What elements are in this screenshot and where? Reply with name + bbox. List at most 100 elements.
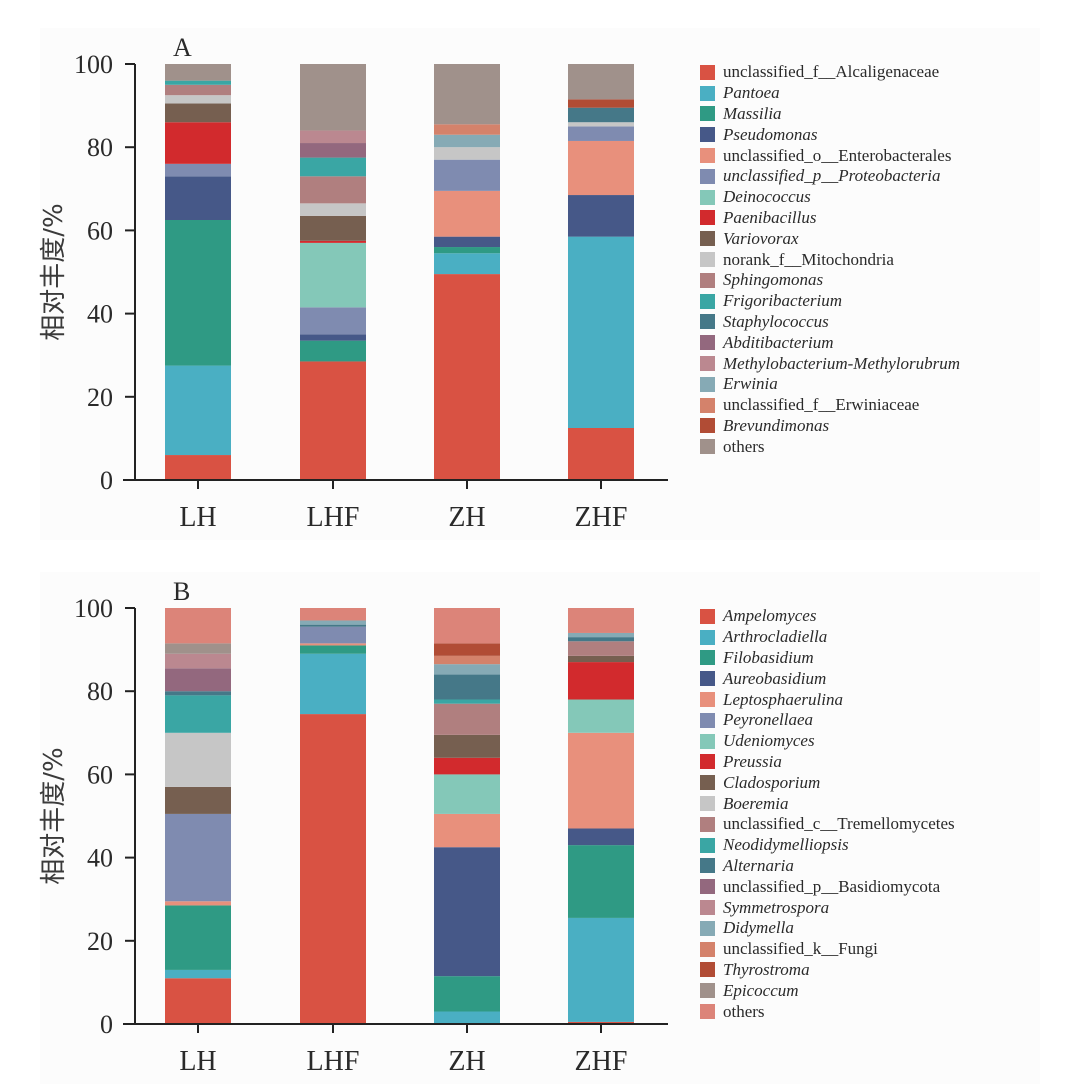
legend-item: Thyrostroma [700,960,955,981]
x-tick-label-zhf: ZHF [575,502,628,533]
y-axis-label: 相对丰度/% [39,747,69,884]
legend-label: Pseudomonas [723,124,818,144]
legend-item: others [700,1001,955,1022]
bar-segment-zhf-9 [568,122,634,127]
bar-segment-zh-6 [434,774,500,814]
legend-swatch [700,210,715,226]
bar-stack-zh [434,64,500,480]
legend-label: unclassified_o__Enterobacterales [723,145,952,165]
bar-stack-lhf [300,64,366,480]
legend-label: Peyronellaea [723,710,813,730]
bar-segment-lhf-19 [300,608,366,621]
legend-label: Filobasidium [723,647,814,667]
legend-item: Filobasidium [700,648,955,669]
legend-swatch [700,189,715,205]
legend-swatch [700,314,715,330]
legend-label: Pantoea [723,83,780,103]
legend-swatch [700,168,715,184]
legend-item: Leptosphaerulina [700,689,955,710]
legend-swatch [700,376,715,392]
bar-segment-zh-16 [434,124,500,135]
legend-item: others [700,436,960,457]
legend-label: Symmetrospora [723,897,830,917]
legend-label: norank_f__Mitochondria [723,249,894,269]
bar-segment-lh-0 [165,978,231,1024]
legend-swatch [700,900,715,916]
bar-segment-lhf-3 [300,334,366,341]
bar-segment-lhf-4 [300,643,366,646]
bar-segment-zh-7 [434,757,500,775]
legend-item: Erwinia [700,374,960,395]
legend-label: unclassified_p__Proteobacteria [723,166,941,186]
bar-segment-lhf-7 [300,240,366,243]
bar-segment-zhf-15 [568,632,634,638]
legend-swatch [700,775,715,791]
legend-swatch [700,252,715,268]
panel-b: B 相对丰度/% 0 20 40 60 80 100 LH LHF ZH ZHF Ampelomyce… [39,572,1040,1084]
legend-item: Paenibacillus [700,208,960,229]
legend-swatch [700,335,715,351]
legend-item: Frigoribacterium [700,291,960,312]
bar-segment-zhf-3 [568,828,634,846]
bar-segment-zh-15 [434,664,500,675]
legend-swatch [700,879,715,895]
bar-stack-zh [434,608,500,1024]
legend-item: unclassified_p__Basidiomycota [700,876,955,897]
legend-label: Brevundimonas [723,415,830,435]
bar-segment-lhf-8 [300,215,366,241]
y-axis-label: 相对丰度/% [39,203,69,340]
legend-swatch [700,418,715,434]
legend-label: Aureobasidium [723,668,827,688]
legend-swatch [700,920,715,936]
legend-swatch [700,608,715,624]
bar-segment-zh-8 [434,734,500,758]
bar-segment-lh-8 [165,103,231,123]
legend-item: Udeniomyces [700,731,955,752]
bar-segment-lh-14 [165,653,231,669]
bar-segment-lh-9 [165,95,231,104]
legend-label: Deinococcus [723,187,811,207]
legend-label: Leptosphaerulina [723,689,843,709]
y-tick-label: 100 [74,50,113,79]
bar-segment-lh-7 [165,122,231,164]
legend-swatch [700,439,715,455]
bar-segment-lhf-15 [300,620,366,625]
bar-segment-zhf-0 [568,1021,634,1024]
bar-segment-lhf-2 [300,340,366,362]
bar-segment-lh-12 [165,691,231,696]
x-tick-label-zh: ZH [448,502,485,533]
bar-segment-zhf-12 [568,637,634,642]
bar-segment-zh-18 [434,64,500,125]
bar-segment-lhf-1 [300,653,366,715]
legend-label: Epicoccum [723,980,799,1000]
legend-item: Deinococcus [700,187,960,208]
legend-item: Arthrocladiella [700,627,955,648]
legend-swatch [700,816,715,832]
bar-segment-zhf-1 [568,917,634,1022]
bar-segment-zh-9 [434,147,500,160]
legend-item: unclassified_f__Erwiniaceae [700,395,960,416]
legend-item: norank_f__Mitochondria [700,249,960,270]
y-tick-label: 40 [87,300,113,329]
bar-segment-zh-3 [434,847,500,977]
legend-label: Didymella [723,918,794,938]
bar-segment-zhf-8 [568,655,634,663]
bar-segment-lhf-13 [300,143,366,158]
legend-swatch [700,754,715,770]
legend-item: Pantoea [700,83,960,104]
legend-label: unclassified_p__Basidiomycota [723,876,941,896]
bar-segment-zhf-6 [568,699,634,733]
legend-item: Pseudomonas [700,124,960,145]
bar-segment-lh-10 [165,84,231,96]
bar-segment-lh-11 [165,695,231,733]
legend-label: unclassified_f__Alcaligenaceae [723,62,940,82]
legend-swatch [700,629,715,645]
legend-swatch [700,127,715,143]
legend-label: Ampelomyces [723,606,817,626]
legend-label: Variovorax [723,228,799,248]
legend-label: unclassified_k__Fungi [723,939,878,959]
bar-segment-zh-15 [434,134,500,148]
bar-segment-zh-19 [434,608,500,644]
chart-a-svg: A 相对丰度/% 0 20 40 60 80 100 LH LHF ZH ZHF [39,33,668,533]
legend-swatch [700,712,715,728]
